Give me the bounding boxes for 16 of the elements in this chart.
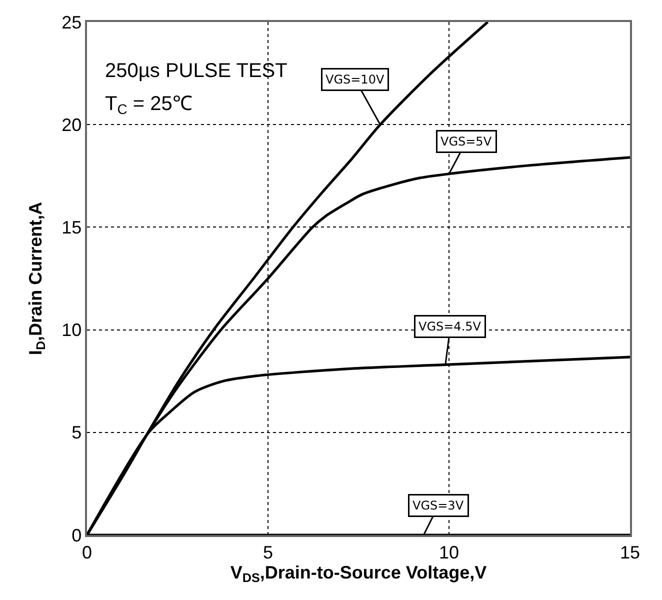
x-axis-title: V$_{DS}$,Drain-to-Source Voltage,V — [230, 562, 487, 586]
annotation: VGS=3V — [412, 498, 464, 512]
x-tick-label: 15 — [620, 542, 640, 562]
x-tick-label: 5 — [262, 542, 274, 562]
annotation: VGS=5V — [440, 134, 492, 148]
y-tick-label: 25 — [62, 12, 82, 32]
x-tick-label: 10 — [438, 542, 460, 562]
annotation: VGS=10V — [326, 72, 385, 86]
y-tick-label: 10 — [62, 320, 82, 340]
annotation: VGS=4.5V — [418, 320, 482, 334]
annotation: T$_{C}$ = 25℃ — [105, 93, 192, 118]
y-tick-label: 0 — [72, 525, 82, 546]
y-tick-label: 20 — [62, 114, 82, 135]
annotation: 250µs PULSE TEST — [105, 60, 288, 82]
y-tick-label: 15 — [62, 218, 82, 238]
y-tick-label: 5 — [72, 422, 82, 443]
